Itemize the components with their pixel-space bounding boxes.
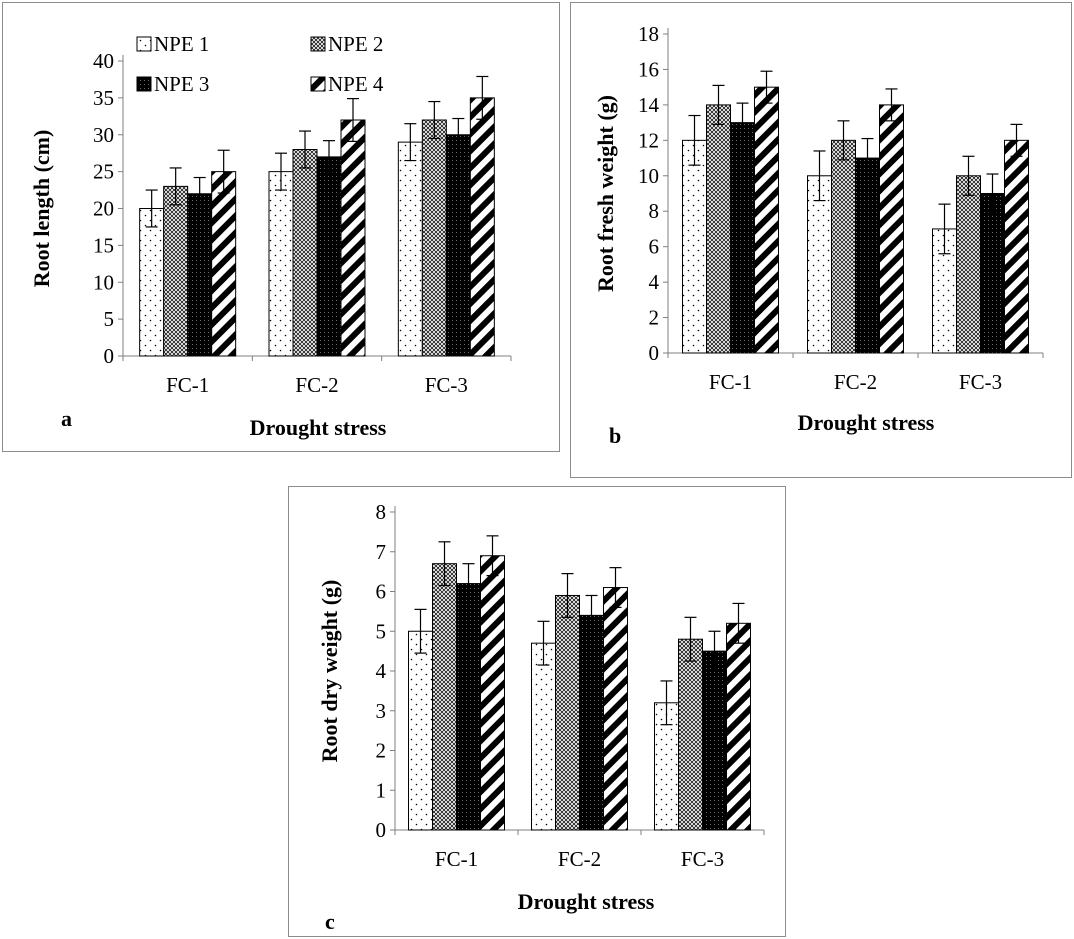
bar-npe-4-fc-1 — [754, 86, 779, 354]
x-tick-label: FC-3 — [959, 370, 1002, 394]
bar-npe-2-fc-1 — [163, 185, 189, 357]
y-tick-label: 25 — [93, 160, 114, 184]
x-tick-label: FC-1 — [435, 847, 478, 871]
bar-npe-2-fc-1 — [432, 563, 457, 831]
y-tick-label: 0 — [376, 818, 387, 842]
y-tick-label: 8 — [649, 199, 660, 223]
legend-item-npe-3: NPE 3 — [136, 72, 209, 96]
legend-swatch — [136, 76, 152, 92]
bar-npe-2-fc-3 — [956, 175, 981, 354]
y-tick-label: 40 — [93, 49, 114, 73]
legend-label: NPE 1 — [154, 32, 209, 56]
y-tick-label: 16 — [638, 57, 659, 81]
bar-npe-3-fc-3 — [702, 650, 727, 831]
bar-npe-2-fc-3 — [678, 638, 703, 831]
x-tick-label: FC-3 — [425, 373, 468, 397]
bar-npe-1-fc-2 — [268, 171, 294, 357]
y-tick-label: 14 — [638, 93, 660, 117]
bar-npe-2-fc-2 — [831, 139, 856, 354]
legend-swatch — [310, 36, 326, 52]
bar-npe-4-fc-3 — [1004, 139, 1029, 354]
bar-npe-4-fc-1 — [480, 555, 505, 831]
bar-npe-3-fc-3 — [980, 193, 1005, 354]
bar-npe-1-fc-1 — [139, 208, 165, 357]
y-tick-label: 6 — [649, 235, 660, 259]
bar-npe-1-fc-1 — [682, 139, 707, 354]
legend-swatch — [310, 76, 326, 92]
y-tick-label: 30 — [93, 123, 114, 147]
bar-npe-4-fc-3 — [469, 97, 495, 357]
bar-npe-4-fc-3 — [726, 622, 751, 831]
bar-npe-4-fc-1 — [211, 171, 237, 357]
bar-npe-3-fc-1 — [730, 122, 755, 354]
y-tick-label: 4 — [649, 270, 660, 294]
y-tick-label: 7 — [376, 540, 387, 564]
y-tick-label: 2 — [376, 739, 387, 763]
bar-npe-3-fc-2 — [579, 614, 604, 831]
y-tick-label: 12 — [638, 128, 659, 152]
y-tick-label: 15 — [93, 233, 114, 257]
bar-npe-1-fc-1 — [408, 630, 433, 831]
legend-label: NPE 4 — [328, 72, 384, 96]
bar-npe-3-fc-2 — [316, 156, 342, 357]
x-tick-label: FC-3 — [681, 847, 724, 871]
bar-npe-4-fc-2 — [603, 587, 628, 831]
legend-label: NPE 3 — [154, 72, 209, 96]
y-axis-label: Root length (cm) — [29, 130, 54, 288]
root-length-chart: 0 5 10 15 20 25 30 35 40 FC-1 FC-2 FC-3 Root length … — [29, 32, 512, 440]
x-axis-label: Drought stress — [250, 415, 387, 440]
bar-npe-2-fc-3 — [421, 119, 447, 357]
y-tick-label: 6 — [376, 580, 387, 604]
y-tick-label: 18 — [638, 22, 659, 46]
y-tick-label: 0 — [104, 344, 115, 368]
legend-item-npe-1: NPE 1 — [136, 32, 209, 56]
panel-letter: a — [61, 406, 72, 431]
x-axis-label: Drought stress — [798, 410, 935, 435]
bar-npe-2-fc-1 — [706, 104, 731, 354]
bar-npe-4-fc-2 — [340, 119, 366, 357]
y-axis-label: Root fresh weight (g) — [593, 95, 618, 292]
y-axis-label: Root dry weight (g) — [317, 580, 342, 763]
y-tick-label: 2 — [649, 306, 660, 330]
chart-panel-c: 0 1 2 3 4 5 6 7 8 FC-1 FC-2 FC-3 Root dry weight (g)… — [288, 486, 786, 937]
legend-swatch — [136, 36, 152, 52]
bar-npe-1-fc-3 — [397, 141, 423, 357]
x-tick-label: FC-2 — [558, 847, 601, 871]
bar-npe-3-fc-2 — [855, 157, 880, 354]
x-axis-label: Drought stress — [518, 889, 655, 914]
root-fresh-weight-chart: 0 2 4 6 8 10 12 14 16 18 FC-1 FC-2 FC-3 Root fresh we… — [593, 22, 1044, 448]
y-tick-label: 5 — [104, 307, 115, 331]
bar-npe-2-fc-2 — [555, 594, 580, 831]
bar-npe-2-fc-2 — [292, 149, 318, 357]
bar-npe-1-fc-3 — [654, 702, 679, 831]
y-tick-label: 10 — [93, 270, 114, 294]
bar-npe-4-fc-2 — [879, 104, 904, 354]
x-tick-label: FC-2 — [295, 373, 338, 397]
y-tick-label: 8 — [376, 500, 387, 524]
y-tick-label: 1 — [376, 778, 387, 802]
y-tick-label: 5 — [376, 619, 387, 643]
x-tick-label: FC-1 — [166, 373, 209, 397]
bar-npe-1-fc-2 — [807, 175, 832, 354]
x-tick-label: FC-1 — [709, 370, 752, 394]
bar-npe-3-fc-3 — [445, 134, 471, 357]
panel-letter: b — [609, 423, 621, 448]
y-tick-label: 4 — [376, 659, 387, 683]
y-tick-label: 35 — [93, 86, 114, 110]
x-tick-label: FC-2 — [834, 370, 877, 394]
y-tick-label: 0 — [649, 341, 660, 365]
y-tick-label: 3 — [376, 699, 387, 723]
legend-item-npe-4: NPE 4 — [310, 72, 384, 96]
legend-item-npe-2: NPE 2 — [310, 32, 383, 56]
legend-label: NPE 2 — [328, 32, 383, 56]
bar-npe-1-fc-2 — [531, 642, 556, 831]
y-tick-label: 10 — [638, 164, 659, 188]
bar-npe-3-fc-1 — [187, 193, 213, 357]
chart-panel-b: 0 2 4 6 8 10 12 14 16 18 FC-1 FC-2 FC-3 Root fresh we… — [570, 2, 1072, 478]
y-tick-label: 20 — [93, 197, 114, 221]
chart-panel-a: 0 5 10 15 20 25 30 35 40 FC-1 FC-2 FC-3 Root length … — [2, 2, 560, 452]
root-dry-weight-chart: 0 1 2 3 4 5 6 7 8 FC-1 FC-2 FC-3 Root dry weight (g)… — [317, 500, 765, 934]
panel-letter: c — [325, 909, 335, 934]
bar-npe-3-fc-1 — [456, 583, 481, 831]
